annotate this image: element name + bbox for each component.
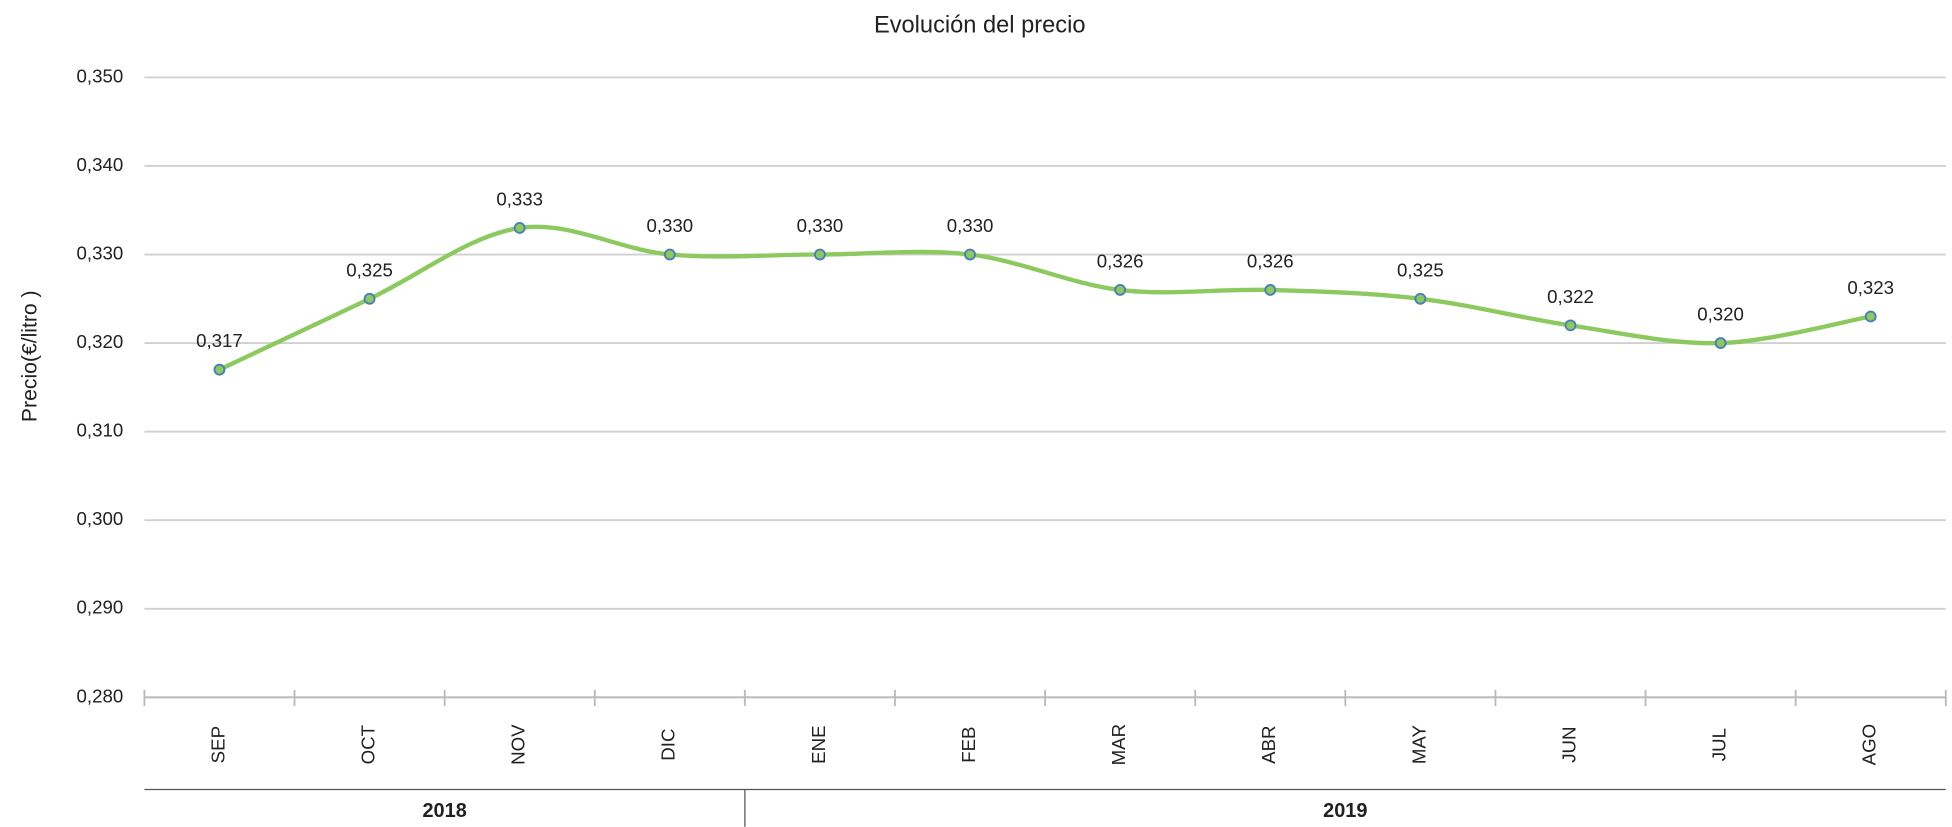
x-tick-label: ENE: [808, 725, 829, 763]
marker: [1414, 292, 1427, 305]
data-label: 0,325: [346, 259, 393, 280]
chart-title: Evolución del precio: [874, 13, 1086, 39]
marker: [1714, 337, 1727, 349]
marker: [1564, 319, 1577, 332]
marker: [1864, 310, 1877, 323]
y-axis-title: Precio(€/litro ): [19, 290, 42, 422]
data-label: 0,326: [1247, 250, 1294, 271]
marker: [1114, 284, 1127, 296]
y-tick-label: 0,300: [77, 508, 124, 529]
line: [218, 224, 1872, 372]
x-tick-label: JUN: [1558, 727, 1579, 763]
x-tick-label: MAY: [1408, 725, 1429, 765]
y-tick-label: 0,310: [77, 420, 124, 441]
group-label: 2019: [1323, 800, 1367, 822]
y-tick-label: 0,330: [77, 242, 124, 263]
x-tick-label: AGO: [1859, 724, 1880, 765]
x-tick-label: DIC: [658, 729, 679, 761]
x-tick-label: SEP: [207, 726, 228, 763]
x-tick-label: JUL: [1709, 728, 1730, 761]
data-label: 0,323: [1847, 277, 1894, 298]
data-label: 0,330: [646, 215, 693, 236]
x-tick-label: NOV: [508, 724, 529, 765]
data-label: 0,330: [947, 215, 994, 236]
data-label: 0,317: [196, 330, 243, 351]
group-label: 2018: [422, 800, 466, 822]
x-tick-label: FEB: [958, 726, 979, 762]
data-label: 0,322: [1547, 286, 1594, 307]
data-label: 0,325: [1397, 259, 1444, 280]
data-label: 0,320: [1697, 304, 1744, 325]
data-label: 0,330: [797, 215, 844, 236]
y-tick-label: 0,280: [77, 685, 124, 706]
x-tick-label: ABR: [1258, 725, 1279, 763]
marker: [213, 363, 226, 376]
marker: [1264, 284, 1277, 296]
marker: [513, 222, 526, 234]
data-label: 0,333: [496, 188, 543, 209]
marker: [663, 248, 676, 261]
marker: [964, 248, 976, 261]
y-tick-label: 0,320: [77, 331, 124, 352]
y-tick-label: 0,350: [77, 65, 124, 86]
marker: [814, 248, 826, 261]
x-tick-label: OCT: [358, 725, 379, 764]
data-label: 0,326: [1097, 250, 1144, 271]
y-tick-label: 0,340: [77, 154, 124, 175]
y-tick-label: 0,290: [77, 597, 124, 618]
x-tick-label: MAR: [1108, 724, 1129, 765]
marker: [363, 292, 376, 305]
